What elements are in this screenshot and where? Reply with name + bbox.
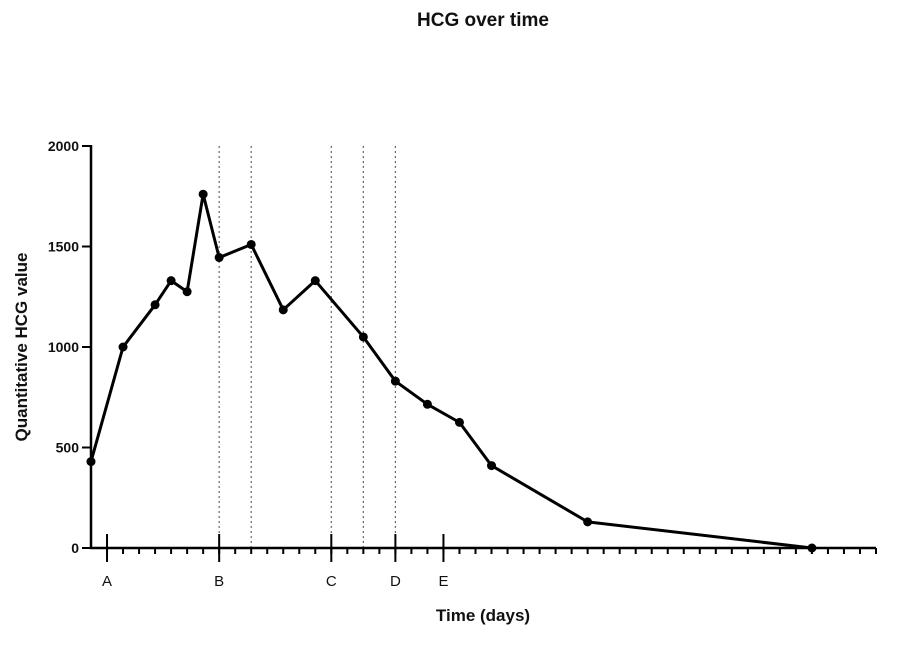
- data-point: [487, 461, 497, 471]
- data-point: [422, 399, 432, 409]
- series-group: [86, 189, 817, 553]
- y-tick-label: 2000: [48, 138, 79, 154]
- data-point: [182, 287, 192, 297]
- y-tick-label: 500: [56, 440, 80, 456]
- data-point: [198, 189, 208, 199]
- y-ticks: 0 500 1000 1500 2000: [48, 138, 91, 556]
- data-point: [390, 376, 400, 386]
- data-point: [583, 517, 593, 527]
- data-point: [86, 457, 96, 467]
- data-point: [118, 342, 128, 352]
- time-marker-label: D: [390, 573, 401, 590]
- axes: [89, 145, 876, 550]
- data-point: [150, 300, 160, 310]
- y-tick-label: 1000: [48, 339, 79, 355]
- time-marker-label: A: [102, 573, 112, 590]
- data-point: [310, 276, 320, 286]
- time-markers: A B C D E: [102, 573, 448, 590]
- x-axis-label: Time (days): [436, 606, 530, 625]
- data-point: [166, 276, 176, 286]
- series-line: [89, 192, 813, 550]
- data-point: [807, 543, 817, 553]
- data-point: [246, 239, 256, 249]
- data-point: [278, 305, 288, 315]
- data-point: [358, 332, 368, 342]
- y-axis-label: Quantitative HCG value: [12, 253, 31, 442]
- time-marker-label: C: [326, 573, 337, 590]
- time-marker-label: E: [438, 573, 448, 590]
- reference-lines: [218, 146, 396, 548]
- chart-title: HCG over time: [417, 10, 549, 31]
- time-marker-label: B: [214, 573, 224, 590]
- y-tick-label: 1500: [48, 239, 79, 255]
- data-point: [214, 253, 224, 263]
- data-point: [454, 417, 464, 427]
- x-ticks: [106, 534, 877, 562]
- y-tick-label: 0: [71, 540, 79, 556]
